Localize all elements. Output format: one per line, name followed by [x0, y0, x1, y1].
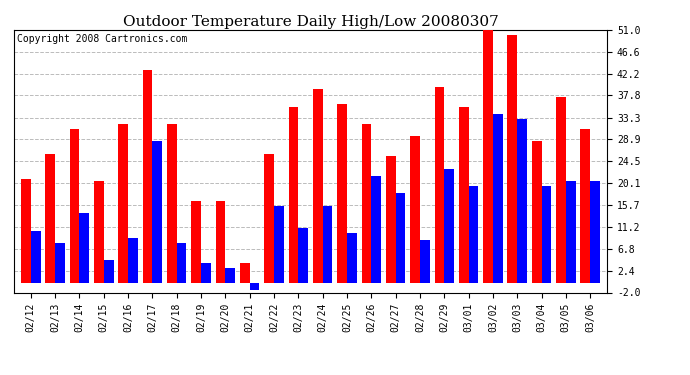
Bar	[94, 181, 104, 283]
Bar	[483, 30, 493, 283]
Bar	[167, 124, 177, 283]
Bar	[532, 141, 542, 283]
Bar	[337, 104, 347, 283]
Bar	[152, 141, 162, 283]
Bar	[580, 129, 590, 283]
Bar	[444, 169, 454, 283]
Bar	[128, 238, 138, 283]
Bar	[556, 97, 566, 283]
Bar	[79, 213, 89, 283]
Bar	[55, 243, 65, 283]
Bar	[46, 154, 55, 283]
Bar	[493, 114, 502, 283]
Bar	[201, 263, 210, 283]
Bar	[216, 201, 226, 283]
Bar	[518, 119, 527, 283]
Bar	[362, 124, 371, 283]
Bar	[313, 89, 323, 283]
Text: Copyright 2008 Cartronics.com: Copyright 2008 Cartronics.com	[17, 34, 187, 44]
Bar	[31, 231, 41, 283]
Bar	[347, 233, 357, 283]
Bar	[191, 201, 201, 283]
Bar	[566, 181, 575, 283]
Bar	[288, 107, 298, 283]
Bar	[371, 176, 381, 283]
Bar	[542, 186, 551, 283]
Title: Outdoor Temperature Daily High/Low 20080307: Outdoor Temperature Daily High/Low 20080…	[123, 15, 498, 29]
Bar	[469, 186, 478, 283]
Bar	[507, 35, 518, 283]
Bar	[459, 107, 469, 283]
Bar	[298, 228, 308, 283]
Bar	[104, 260, 114, 283]
Bar	[70, 129, 79, 283]
Bar	[143, 70, 152, 283]
Bar	[240, 263, 250, 283]
Bar	[21, 178, 31, 283]
Bar	[420, 240, 430, 283]
Bar	[274, 206, 284, 283]
Bar	[264, 154, 274, 283]
Bar	[386, 156, 395, 283]
Bar	[226, 268, 235, 283]
Bar	[177, 243, 186, 283]
Bar	[395, 194, 405, 283]
Bar	[119, 124, 128, 283]
Bar	[411, 136, 420, 283]
Bar	[435, 87, 444, 283]
Bar	[590, 181, 600, 283]
Bar	[323, 206, 333, 283]
Bar	[250, 283, 259, 290]
